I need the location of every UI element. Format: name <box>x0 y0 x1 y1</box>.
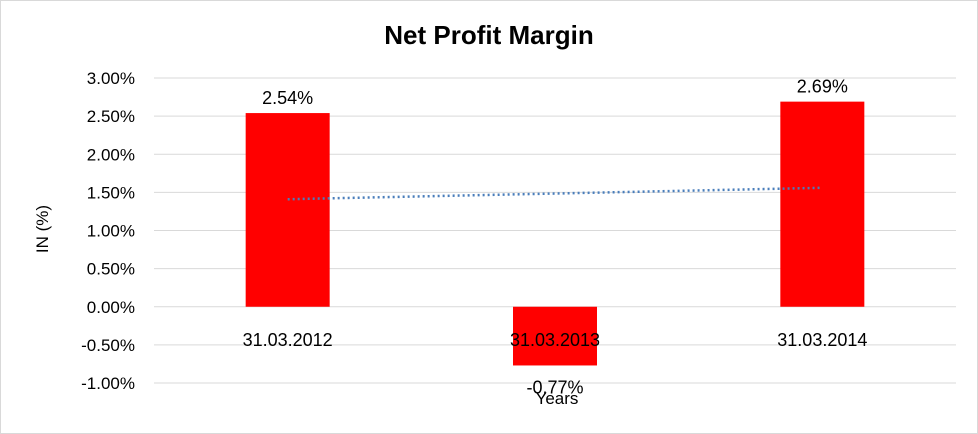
bar <box>513 306 597 366</box>
bars <box>245 101 865 366</box>
labels: 3.00% 2.50% 2.00% 1.50% 1.00% 0.50% 0.00% -0.50… <box>81 69 867 397</box>
y-tick-label: -1.00% <box>81 374 135 393</box>
data-label: 2.54% <box>262 88 313 108</box>
y-tick-label: 1.50% <box>87 183 135 202</box>
x-axis-title: Years <box>536 389 579 408</box>
x-tick-label: 31.03.2014 <box>777 330 867 350</box>
y-tick-label: 3.00% <box>87 69 135 88</box>
x-tick-label: 31.03.2013 <box>510 330 600 350</box>
x-tick-label: 31.03.2012 <box>243 330 333 350</box>
y-axis-title: IN (%) <box>33 205 52 253</box>
data-label: 2.69% <box>797 77 848 97</box>
y-tick-label: 2.00% <box>87 145 135 164</box>
chart-title: Net Profit Margin <box>384 20 593 50</box>
trendline-layer <box>287 186 823 201</box>
y-tick-label: 1.00% <box>87 222 135 241</box>
y-tick-label: -0.50% <box>81 336 135 355</box>
bar <box>245 113 330 307</box>
y-tick-label: 0.00% <box>87 298 135 317</box>
y-tick-label: 0.50% <box>87 260 135 279</box>
trendline <box>287 186 823 201</box>
data-label: -0.77% <box>526 377 583 397</box>
y-tick-label: 2.50% <box>87 107 135 126</box>
bar <box>780 101 865 307</box>
